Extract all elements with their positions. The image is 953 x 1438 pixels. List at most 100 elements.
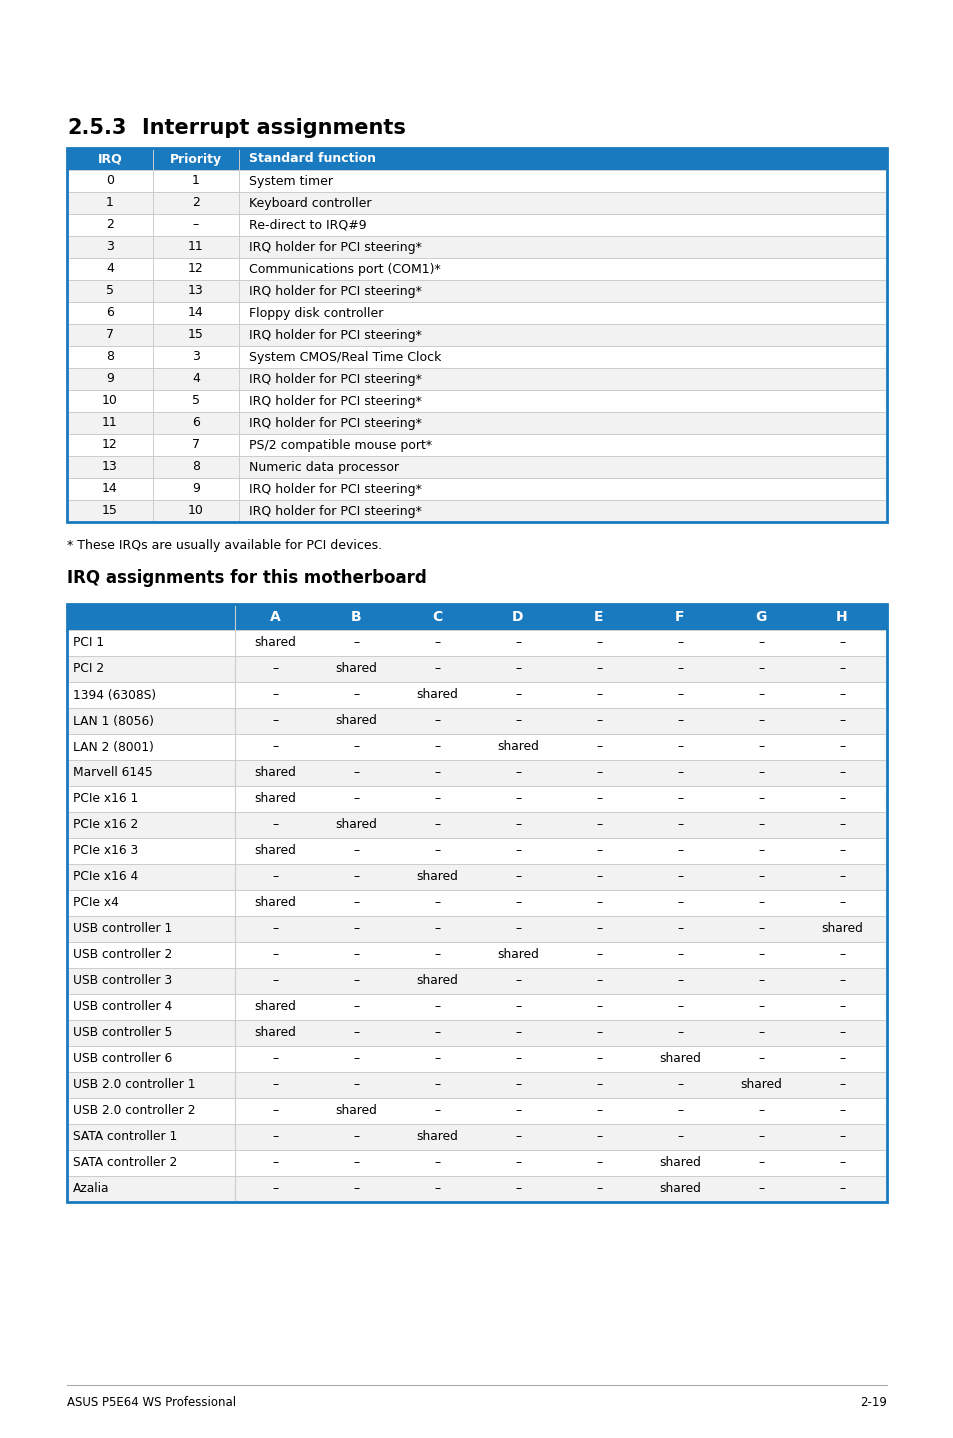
Text: –: –: [757, 766, 763, 779]
Text: –: –: [838, 1027, 844, 1040]
Text: shared: shared: [659, 1182, 700, 1195]
Bar: [67, 656, 886, 682]
Bar: [67, 280, 886, 302]
Text: –: –: [272, 975, 277, 988]
Text: –: –: [757, 637, 763, 650]
Bar: [67, 170, 886, 193]
Text: –: –: [515, 923, 520, 936]
Text: USB controller 2: USB controller 2: [73, 949, 172, 962]
Text: –: –: [353, 870, 358, 883]
Text: –: –: [757, 949, 763, 962]
Text: USB controller 3: USB controller 3: [73, 975, 172, 988]
Bar: [67, 500, 886, 522]
Bar: [67, 1176, 886, 1202]
Text: 1: 1: [192, 174, 200, 187]
Text: –: –: [677, 792, 682, 805]
Text: shared: shared: [497, 741, 538, 754]
Text: shared: shared: [659, 1156, 700, 1169]
Text: E: E: [594, 610, 603, 624]
Text: –: –: [677, 689, 682, 702]
Text: 14: 14: [188, 306, 204, 319]
Text: –: –: [434, 663, 439, 676]
Text: –: –: [596, 1027, 601, 1040]
Text: –: –: [515, 715, 520, 728]
Text: PCIe x4: PCIe x4: [73, 896, 119, 909]
Text: –: –: [515, 663, 520, 676]
Text: shared: shared: [335, 663, 376, 676]
Text: –: –: [515, 689, 520, 702]
Text: 0: 0: [106, 174, 113, 187]
Text: 5: 5: [192, 394, 200, 407]
Text: –: –: [515, 1130, 520, 1143]
Bar: [67, 1099, 886, 1125]
Text: 15: 15: [102, 505, 118, 518]
Text: –: –: [353, 766, 358, 779]
Text: –: –: [434, 1104, 439, 1117]
Bar: [67, 682, 886, 707]
Text: –: –: [434, 637, 439, 650]
Text: shared: shared: [416, 1130, 457, 1143]
Text: –: –: [677, 818, 682, 831]
Text: –: –: [596, 1104, 601, 1117]
Text: –: –: [353, 975, 358, 988]
Text: –: –: [193, 219, 199, 232]
Text: –: –: [757, 818, 763, 831]
Text: 2: 2: [192, 197, 200, 210]
Text: 2: 2: [106, 219, 113, 232]
Text: shared: shared: [821, 923, 862, 936]
Bar: [67, 148, 886, 170]
Text: B: B: [351, 610, 361, 624]
Text: 4: 4: [192, 372, 200, 385]
Text: –: –: [596, 663, 601, 676]
Text: shared: shared: [253, 766, 295, 779]
Text: –: –: [757, 663, 763, 676]
Text: IRQ holder for PCI steering*: IRQ holder for PCI steering*: [249, 240, 421, 253]
Text: –: –: [353, 1078, 358, 1091]
Text: –: –: [272, 1182, 277, 1195]
Text: –: –: [596, 896, 601, 909]
Bar: [67, 347, 886, 368]
Text: –: –: [838, 1130, 844, 1143]
Text: Azalia: Azalia: [73, 1182, 110, 1195]
Text: –: –: [838, 766, 844, 779]
Bar: [67, 1071, 886, 1099]
Text: Standard function: Standard function: [249, 152, 375, 165]
Text: H: H: [836, 610, 847, 624]
Text: Floppy disk controller: Floppy disk controller: [249, 306, 383, 319]
Text: IRQ: IRQ: [97, 152, 122, 165]
Text: G: G: [755, 610, 766, 624]
Text: * These IRQs are usually available for PCI devices.: * These IRQs are usually available for P…: [67, 539, 382, 552]
Text: 10: 10: [102, 394, 118, 407]
Text: –: –: [596, 844, 601, 857]
Text: PCI 2: PCI 2: [73, 663, 104, 676]
Text: 12: 12: [188, 263, 204, 276]
Text: shared: shared: [253, 844, 295, 857]
Text: shared: shared: [253, 896, 295, 909]
Text: –: –: [434, 1027, 439, 1040]
Text: Numeric data processor: Numeric data processor: [249, 460, 398, 473]
Bar: [67, 968, 886, 994]
Text: –: –: [596, 923, 601, 936]
Text: shared: shared: [253, 1001, 295, 1014]
Bar: [67, 324, 886, 347]
Text: F: F: [675, 610, 684, 624]
Text: –: –: [353, 689, 358, 702]
Text: –: –: [434, 1078, 439, 1091]
Text: –: –: [838, 1053, 844, 1066]
Bar: [67, 604, 886, 1202]
Text: –: –: [353, 792, 358, 805]
Bar: [67, 994, 886, 1020]
Text: 15: 15: [188, 328, 204, 341]
Text: shared: shared: [416, 870, 457, 883]
Text: –: –: [757, 792, 763, 805]
Text: –: –: [434, 1053, 439, 1066]
Text: –: –: [272, 1130, 277, 1143]
Bar: [67, 604, 886, 630]
Text: –: –: [757, 1156, 763, 1169]
Text: –: –: [272, 741, 277, 754]
Text: –: –: [272, 818, 277, 831]
Text: 8: 8: [192, 460, 200, 473]
Text: 2.5.3: 2.5.3: [67, 118, 126, 138]
Text: 12: 12: [102, 439, 118, 452]
Text: –: –: [353, 923, 358, 936]
